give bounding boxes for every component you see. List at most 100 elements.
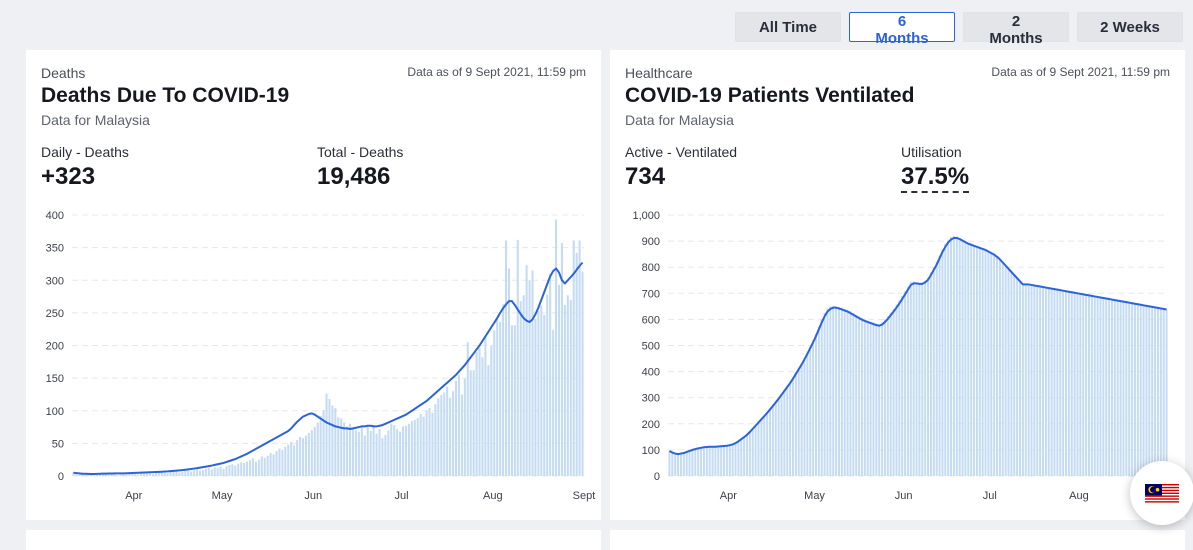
utilisation-value[interactable]: 37.5%	[901, 163, 970, 193]
daily-bar	[322, 410, 325, 476]
range-2-months-button[interactable]: 2 Months	[963, 12, 1069, 47]
y-tick-label: 300	[46, 275, 64, 287]
x-tick-label: Jun	[895, 490, 913, 502]
daily-bar	[1053, 289, 1056, 476]
daily-bar	[731, 444, 734, 476]
next-card-top-left	[26, 530, 601, 550]
daily-bar	[293, 445, 296, 476]
daily-bar	[797, 367, 800, 476]
x-tick-label: May	[212, 490, 233, 502]
daily-bar	[860, 317, 863, 476]
daily-bar	[843, 308, 846, 476]
daily-bar	[190, 471, 193, 476]
daily-bar	[855, 314, 858, 476]
daily-bar	[349, 423, 352, 476]
daily-bar	[516, 239, 519, 476]
daily-bar	[472, 370, 475, 476]
range-2-weeks-button[interactable]: 2 Weeks	[1077, 12, 1183, 42]
country-selector-button[interactable]	[1130, 461, 1193, 525]
daily-bar	[1024, 283, 1027, 476]
daily-bar	[72, 472, 75, 476]
daily-bar	[906, 286, 909, 476]
daily-bar	[1128, 302, 1131, 476]
daily-bar	[310, 430, 313, 476]
daily-bar	[1162, 308, 1165, 476]
daily-bar	[463, 378, 466, 476]
daily-bar	[269, 453, 272, 476]
daily-bar	[725, 445, 728, 476]
daily-bar	[688, 450, 691, 476]
utilisation-label: Utilisation	[901, 144, 962, 160]
next-card-top-right	[610, 530, 1185, 550]
card-title: COVID-19 Patients Ventilated	[625, 84, 915, 107]
daily-bar	[746, 434, 749, 476]
daily-bar	[301, 438, 305, 476]
daily-bar	[1050, 288, 1053, 476]
active-ventilated-label: Active - Ventilated	[625, 144, 738, 160]
daily-bar	[372, 425, 375, 476]
daily-bar	[107, 474, 110, 476]
daily-bar	[231, 464, 234, 476]
daily-bar	[1062, 290, 1065, 476]
daily-bar	[904, 291, 907, 476]
daily-bar	[555, 219, 558, 476]
daily-bar	[955, 236, 958, 476]
daily-bar	[806, 352, 809, 476]
daily-bar	[160, 472, 163, 476]
daily-bar	[1108, 299, 1111, 476]
daily-bar	[760, 418, 763, 476]
daily-bar	[685, 451, 688, 476]
daily-bar	[207, 468, 210, 476]
daily-bar	[343, 422, 346, 476]
daily-bar	[146, 472, 149, 476]
daily-bar	[113, 473, 116, 476]
daily-bar	[334, 408, 337, 476]
daily-bar	[340, 418, 343, 476]
daily-bar	[296, 440, 299, 476]
daily-bar	[674, 453, 677, 476]
daily-bar	[748, 431, 751, 476]
daily-bar	[921, 282, 924, 476]
daily-bar	[737, 440, 740, 476]
daily-bar	[1145, 305, 1148, 476]
data-as-of: Data as of 9 Sept 2021, 11:59 pm	[991, 65, 1170, 79]
x-tick-label: Jul	[983, 490, 997, 502]
daily-bar	[325, 393, 328, 476]
daily-bar	[316, 422, 319, 476]
daily-bar	[137, 474, 140, 476]
daily-bar	[918, 283, 921, 476]
daily-bar	[881, 322, 884, 476]
daily-bar	[566, 295, 569, 476]
total-deaths-value: 19,486	[317, 163, 391, 190]
range-all-time-button[interactable]: All Time	[735, 12, 841, 42]
x-tick-label: Aug	[1069, 490, 1089, 502]
daily-bar	[572, 240, 575, 476]
daily-bar	[766, 412, 769, 476]
daily-bar	[443, 392, 446, 476]
daily-bar	[1099, 297, 1102, 476]
daily-bar	[381, 438, 384, 476]
daily-bar	[1093, 296, 1096, 476]
daily-bar	[546, 294, 549, 476]
daily-bar	[970, 244, 973, 476]
daily-bar	[682, 452, 685, 476]
daily-bar	[78, 474, 81, 476]
daily-bar	[428, 408, 431, 476]
daily-bar	[101, 474, 104, 476]
daily-bar	[1125, 302, 1128, 476]
daily-bar	[1007, 268, 1010, 476]
average-line	[73, 261, 584, 476]
range-6-months-button[interactable]: 6 Months	[849, 12, 955, 47]
daily-bar	[1030, 284, 1033, 476]
daily-bar	[1027, 284, 1030, 476]
daily-bar	[193, 470, 196, 476]
daily-bar	[996, 256, 999, 476]
utilisation-value-text[interactable]: 37.5%	[901, 163, 970, 193]
daily-bar	[213, 467, 216, 476]
daily-bar	[1041, 287, 1045, 476]
daily-bar	[1113, 300, 1116, 476]
daily-bar	[437, 398, 440, 476]
daily-bar	[1070, 292, 1073, 476]
daily-bar	[434, 404, 437, 476]
daily-bar	[375, 433, 378, 476]
